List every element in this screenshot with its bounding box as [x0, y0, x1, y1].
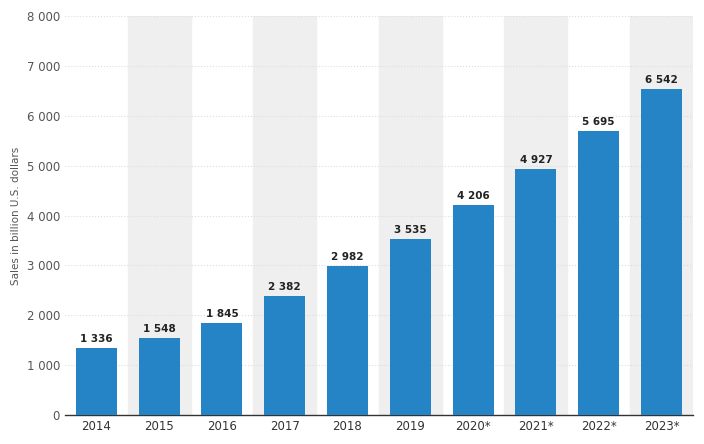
Bar — [327, 266, 368, 415]
Bar — [201, 323, 242, 415]
Bar — [515, 169, 556, 415]
Text: 4 206: 4 206 — [457, 191, 489, 201]
Text: 1 336: 1 336 — [80, 334, 113, 345]
Text: 1 845: 1 845 — [206, 309, 238, 319]
Bar — [127, 16, 191, 415]
Text: 2 382: 2 382 — [268, 282, 301, 292]
Text: 1 548: 1 548 — [143, 324, 175, 334]
Y-axis label: Sales in billion U.S. dollars: Sales in billion U.S. dollars — [11, 147, 21, 285]
Bar — [505, 16, 567, 415]
Text: 2 982: 2 982 — [332, 252, 364, 262]
Bar — [630, 16, 693, 415]
Bar — [578, 131, 619, 415]
Text: 5 695: 5 695 — [582, 117, 615, 127]
Bar — [641, 89, 682, 415]
Bar — [139, 338, 180, 415]
Bar — [253, 16, 316, 415]
Text: 4 927: 4 927 — [520, 155, 552, 165]
Bar — [76, 349, 117, 415]
Text: 3 535: 3 535 — [394, 225, 427, 235]
Bar — [453, 205, 494, 415]
Text: 6 542: 6 542 — [645, 75, 678, 85]
Bar — [390, 239, 431, 415]
Bar — [264, 296, 305, 415]
Bar — [379, 16, 441, 415]
